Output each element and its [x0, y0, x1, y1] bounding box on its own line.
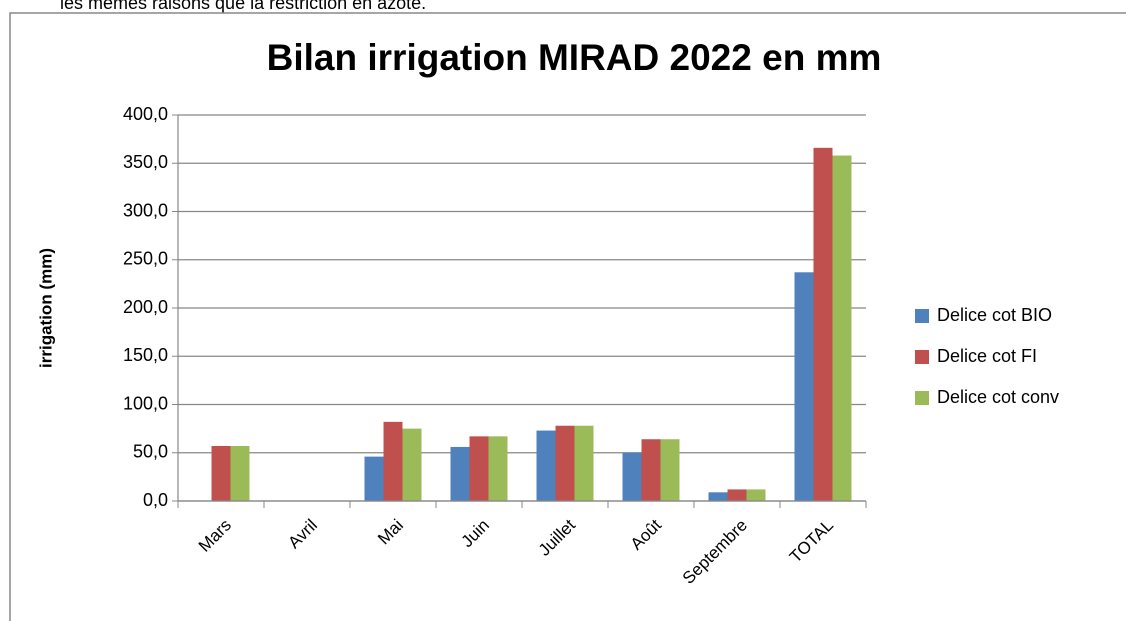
- legend-label: Delice cot FI: [937, 346, 1037, 366]
- bar: [727, 489, 747, 501]
- bar: [555, 425, 575, 501]
- bar: [641, 439, 661, 501]
- legend-swatch: [915, 350, 929, 364]
- legend-swatch: [915, 309, 929, 323]
- y-tick-label: 200,0: [123, 297, 168, 317]
- chart-frame: [9, 12, 1126, 621]
- y-tick-label: 0,0: [143, 490, 168, 510]
- x-tick-label: Juin: [458, 516, 493, 551]
- bar: [746, 489, 766, 501]
- bar: [574, 425, 594, 501]
- x-tick-label: Mai: [374, 516, 407, 549]
- bar: [536, 430, 556, 501]
- bar: [230, 445, 250, 501]
- legend-label: Delice cot conv: [937, 387, 1059, 407]
- x-tick-label: Juillet: [535, 515, 579, 559]
- y-tick-label: 50,0: [133, 442, 168, 462]
- y-tick-label: 400,0: [123, 104, 168, 124]
- bar: [402, 428, 422, 501]
- bar: [813, 147, 833, 501]
- bar: [832, 155, 852, 501]
- bar: [794, 272, 814, 501]
- bar: [469, 436, 489, 501]
- bar: [211, 445, 231, 501]
- bar: [622, 452, 642, 501]
- bar: [708, 492, 728, 501]
- chart-title: Bilan irrigation MIRAD 2022 en mm: [267, 37, 882, 78]
- legend-swatch: [915, 391, 929, 405]
- x-tick-label: Avril: [284, 516, 321, 553]
- bar: [488, 436, 508, 501]
- y-tick-label: 300,0: [123, 200, 168, 220]
- y-tick-label: 100,0: [123, 393, 168, 413]
- bar: [450, 446, 470, 501]
- x-tick-label: Août: [627, 515, 665, 553]
- bar: [660, 439, 680, 501]
- x-tick-label: TOTAL: [786, 516, 837, 567]
- y-axis-label: irrigation (mm): [36, 248, 55, 368]
- header-text: les mêmes raisons que la restriction en …: [60, 0, 426, 13]
- x-tick-label: Mars: [195, 516, 235, 556]
- y-tick-label: 150,0: [123, 345, 168, 365]
- bar: [364, 456, 384, 501]
- y-tick-label: 350,0: [123, 152, 168, 172]
- legend-label: Delice cot BIO: [937, 305, 1052, 325]
- x-tick-label: Septembre: [679, 516, 751, 588]
- bar: [383, 421, 403, 501]
- y-tick-label: 250,0: [123, 249, 168, 269]
